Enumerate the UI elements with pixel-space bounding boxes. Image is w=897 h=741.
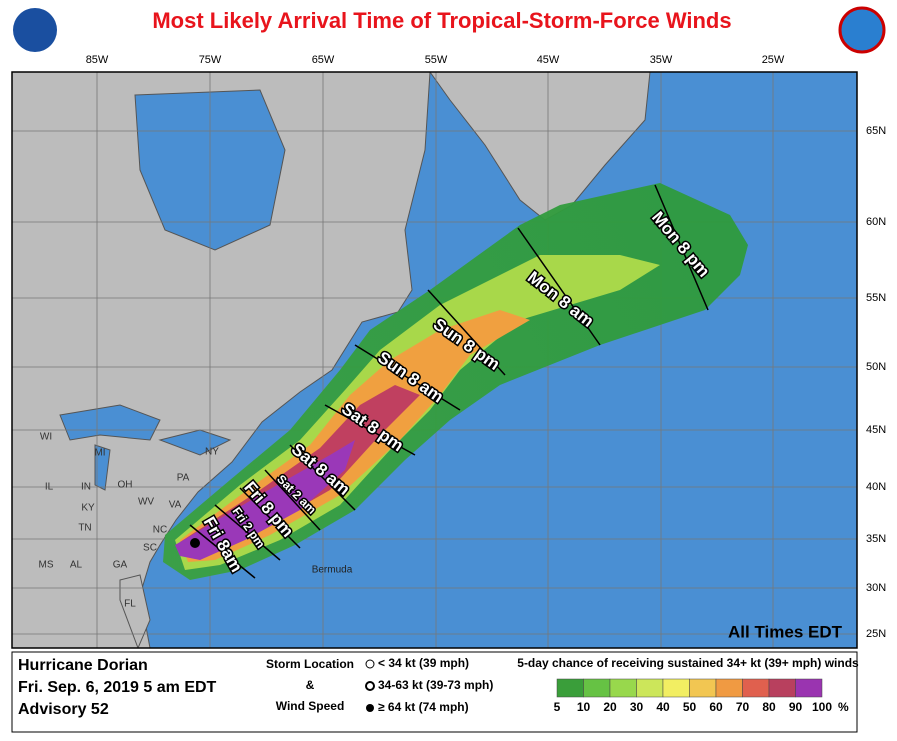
state-label: MI bbox=[94, 448, 105, 459]
advisory-date: Fri. Sep. 6, 2019 5 am EDT bbox=[18, 679, 217, 696]
legend-label: 100 bbox=[812, 700, 832, 714]
latitude-label: 25N bbox=[866, 628, 886, 640]
key-line: & bbox=[306, 678, 315, 692]
color-swatch bbox=[689, 678, 717, 698]
state-label: NY bbox=[205, 447, 219, 458]
legend-label: 5 bbox=[554, 700, 561, 714]
state-label: FL bbox=[124, 599, 136, 610]
legend-unit: % bbox=[838, 700, 849, 714]
storm-position bbox=[190, 538, 200, 548]
isochrone bbox=[427, 289, 506, 376]
great-lakes bbox=[59, 404, 232, 491]
latitude-label: 35N bbox=[866, 533, 886, 545]
title: Most Likely Arrival Time of Tropical-Sto… bbox=[152, 8, 731, 33]
color-swatch bbox=[583, 678, 611, 698]
state-label: VA bbox=[169, 500, 182, 511]
longitude-label: 85W bbox=[86, 54, 109, 66]
color-swatch bbox=[556, 678, 584, 698]
legend-label: 30 bbox=[630, 700, 644, 714]
legend-label: 20 bbox=[603, 700, 617, 714]
map: WI MI NY PA IL IN OH WV VA KY TN NC SC GA AL MS FL Bermud… bbox=[12, 72, 857, 648]
latitude-label: 30N bbox=[866, 582, 886, 594]
legend-label: 50 bbox=[683, 700, 697, 714]
color-swatch bbox=[662, 678, 690, 698]
advisory-number: Advisory 52 bbox=[18, 701, 109, 718]
key-line: Storm Location bbox=[266, 657, 354, 671]
state-label: AL bbox=[70, 560, 83, 571]
state-label: IL bbox=[45, 482, 54, 493]
state-label: SC bbox=[143, 543, 157, 554]
latitude-label: 60N bbox=[866, 216, 886, 228]
color-swatch bbox=[715, 678, 743, 698]
latitude-label: 50N bbox=[866, 361, 886, 373]
isochrone bbox=[324, 404, 416, 456]
longitude-label: 55W bbox=[425, 54, 448, 66]
nws-logo bbox=[838, 6, 886, 54]
isochrone bbox=[654, 184, 709, 311]
state-label: MS bbox=[39, 560, 54, 571]
latitude-label: 45N bbox=[866, 424, 886, 436]
isochrone bbox=[189, 524, 256, 579]
legend-label: 40 bbox=[656, 700, 670, 714]
longitude-label: 65W bbox=[312, 54, 335, 66]
isochrone bbox=[289, 444, 356, 511]
state-label: OH bbox=[118, 480, 133, 491]
isochrone bbox=[354, 344, 461, 411]
longitude-label: 75W bbox=[199, 54, 222, 66]
key-item: < 34 kt (39 mph) bbox=[378, 656, 469, 670]
legend-label: 60 bbox=[709, 700, 723, 714]
time-note: All Times EDT bbox=[728, 622, 843, 641]
place-label: Bermuda bbox=[312, 565, 353, 576]
symbol-high bbox=[366, 704, 374, 712]
longitude-label: 35W bbox=[650, 54, 673, 66]
color-swatch bbox=[636, 678, 664, 698]
state-label: PA bbox=[177, 473, 190, 484]
legend-label: 90 bbox=[789, 700, 803, 714]
state-label: TN bbox=[78, 523, 91, 534]
longitude-label: 45W bbox=[537, 54, 560, 66]
state-label: WV bbox=[138, 497, 154, 508]
state-label: WI bbox=[40, 432, 52, 443]
state-label: IN bbox=[81, 482, 91, 493]
key-item: ≥ 64 kt (74 mph) bbox=[378, 700, 469, 714]
latitude-label: 55N bbox=[866, 292, 886, 304]
map-frame bbox=[11, 71, 858, 649]
color-swatch bbox=[768, 678, 796, 698]
state-label: GA bbox=[113, 560, 128, 571]
storm-name: Hurricane Dorian bbox=[18, 657, 148, 674]
state-label: NC bbox=[153, 525, 167, 536]
symbol-low bbox=[365, 659, 375, 669]
latitude-label: 40N bbox=[866, 481, 886, 493]
legend-label: 70 bbox=[736, 700, 750, 714]
symbol-mid bbox=[365, 681, 375, 691]
swath-90pct bbox=[175, 440, 355, 560]
legend-title: 5-day chance of receiving sustained 34+ … bbox=[517, 656, 859, 670]
isochrone bbox=[264, 469, 321, 531]
isochrone bbox=[214, 504, 281, 561]
latitude-label: 65N bbox=[866, 125, 886, 137]
color-swatch bbox=[795, 678, 823, 698]
legend-label: 80 bbox=[762, 700, 776, 714]
isochrone bbox=[239, 487, 301, 549]
key-item: 34-63 kt (39-73 mph) bbox=[378, 678, 493, 692]
color-swatch bbox=[742, 678, 770, 698]
key-line: Wind Speed bbox=[276, 699, 345, 713]
longitude-label: 25W bbox=[762, 54, 785, 66]
isochrone bbox=[517, 227, 601, 346]
legend-label: 10 bbox=[577, 700, 591, 714]
noaa-logo bbox=[13, 8, 57, 52]
color-swatch bbox=[609, 678, 637, 698]
state-label: KY bbox=[81, 503, 95, 514]
